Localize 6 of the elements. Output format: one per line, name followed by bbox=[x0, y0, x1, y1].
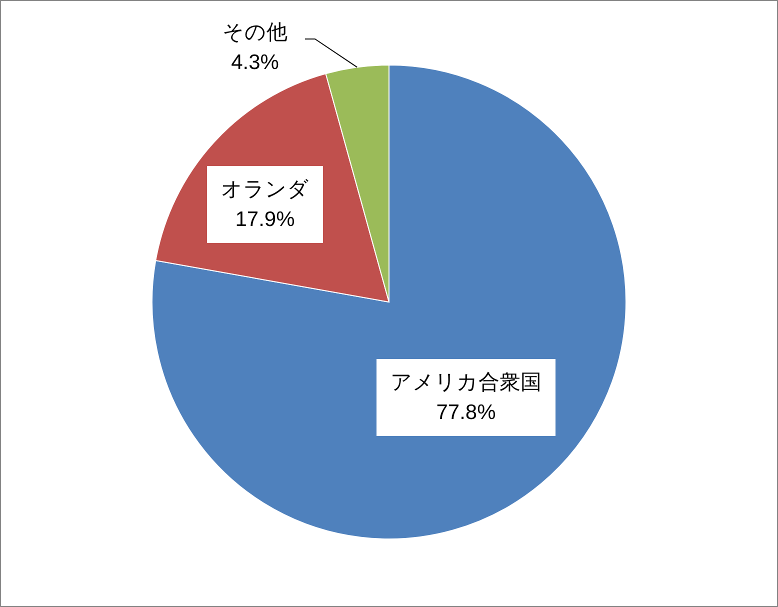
data-label: 17.9% bbox=[235, 208, 295, 231]
slice-label: その他 bbox=[222, 21, 288, 44]
slice-label: オランダ bbox=[221, 178, 309, 201]
data-label: 4.3% bbox=[231, 51, 279, 74]
slice-label: アメリカ合衆国 bbox=[390, 371, 542, 394]
data-label: 77.8% bbox=[436, 401, 496, 424]
